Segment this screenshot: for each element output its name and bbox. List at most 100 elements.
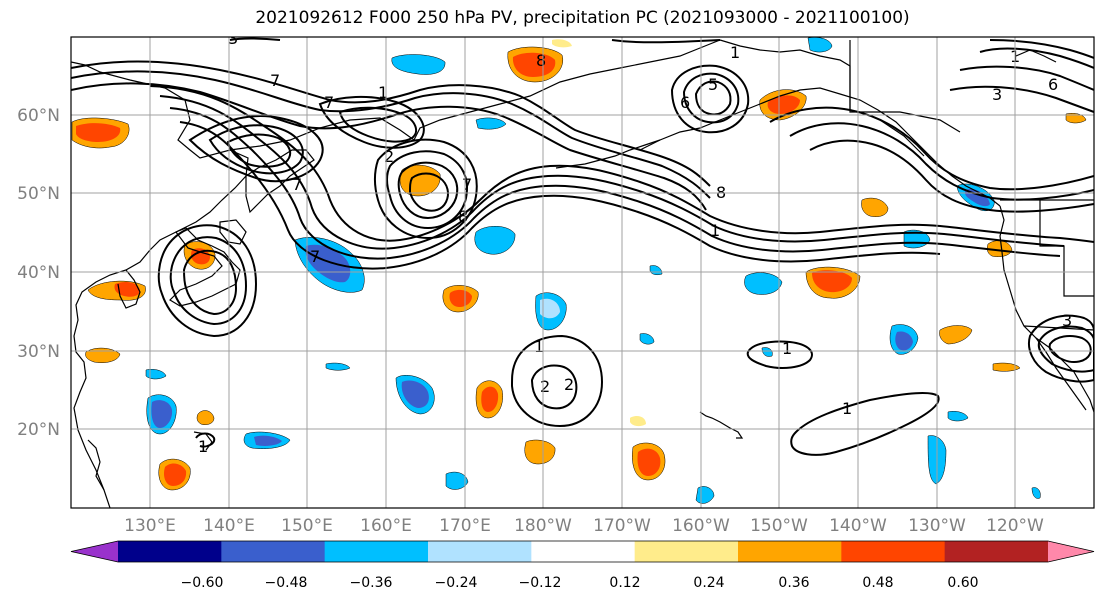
contour-label: 2: [540, 377, 550, 396]
colorbar-extend-high: [1048, 541, 1094, 562]
precip-blob: [812, 270, 852, 293]
pv-contour: [510, 334, 604, 428]
pv-contour: [195, 432, 216, 448]
contour-label: 2: [564, 375, 574, 394]
pv-contour: [682, 72, 740, 124]
precip-blob: [391, 54, 446, 75]
contour-label: 7: [310, 247, 320, 266]
colorbar-tick-label: −0.60: [181, 575, 224, 591]
pv-contour: [979, 47, 1094, 69]
precip-blob: [947, 411, 969, 422]
colorbar-segment: [428, 541, 532, 562]
coastline-islands: [87, 439, 105, 491]
precip-blob: [639, 333, 655, 345]
precip-blob: [630, 416, 646, 427]
contour-label: 7: [292, 175, 302, 194]
colorbar-segment: [221, 541, 326, 562]
precip-blob: [76, 123, 121, 142]
colorbar: [70, 540, 1095, 563]
precip-blob: [939, 325, 973, 345]
lon-label: 120°W: [986, 516, 1044, 536]
colorbar-segment: [944, 541, 1049, 562]
colorbar-tick-label: −0.48: [265, 575, 308, 591]
pv-contour: [338, 106, 418, 143]
precip-blob: [305, 244, 351, 283]
precip-blob: [254, 435, 282, 446]
coastline-hawaii: [699, 411, 744, 439]
precip-blob: [481, 386, 499, 412]
precip-blob: [114, 282, 140, 297]
contour-label: 1: [534, 337, 544, 356]
contour-label: 7: [270, 71, 280, 90]
contour-label: 1: [730, 43, 740, 62]
pv-contour: [769, 106, 1094, 191]
pv-contour: [208, 124, 304, 175]
colorbar-tick-label: 0.36: [778, 575, 809, 591]
pv-contour: [157, 224, 258, 338]
contour-label: 7: [324, 93, 334, 112]
precip-blob: [145, 369, 167, 380]
colorbar-segment: [634, 541, 739, 562]
precip-blob: [761, 347, 773, 357]
pv-contour: [809, 139, 1094, 213]
pv-contour: [611, 39, 721, 44]
contour-label: 6: [680, 93, 690, 112]
pv-contour: [71, 82, 707, 211]
colorbar-tick-label: 0.60: [947, 575, 978, 591]
colorbar-segment: [738, 541, 842, 562]
contour-label: 5: [708, 75, 718, 94]
contour-label: 7: [462, 175, 472, 194]
precip-blob: [1065, 113, 1087, 124]
lat-label: 50°N: [17, 184, 60, 204]
precip-blob: [325, 362, 351, 371]
contour-label: 3: [992, 85, 1002, 104]
lon-label: 150°W: [750, 516, 808, 536]
pv-contour: [1037, 325, 1094, 373]
precip-blob: [401, 380, 429, 408]
precip-blob: [445, 471, 469, 490]
colorbar-tick-label: 0.12: [609, 575, 640, 591]
pv-contour: [318, 95, 425, 149]
colorbar-segment: [531, 541, 636, 562]
precip-blob: [163, 463, 187, 486]
contour-label: 2: [384, 147, 394, 166]
coastline-korea: [117, 269, 141, 309]
precip-blob: [449, 289, 472, 307]
lon-label: 140°W: [829, 516, 887, 536]
pv-contour: [159, 95, 1065, 250]
pv-contour: [694, 80, 732, 116]
precip-blob: [196, 410, 215, 425]
precip-blob: [1031, 487, 1041, 499]
precip-blob: [992, 362, 1021, 372]
precip-blob: [524, 439, 556, 465]
pv-contour: [670, 64, 750, 134]
contour-label: 1: [198, 437, 208, 456]
pv-contour: [746, 340, 813, 369]
colorbar-extend-low: [71, 541, 118, 562]
contour-label: 1: [842, 399, 852, 418]
figure-title: 2021092612 F000 250 hPa PV, precipitatio…: [255, 8, 910, 28]
contour-label: 1: [710, 221, 720, 240]
colorbar-tick-label: −0.36: [350, 575, 393, 591]
pv-contour: [790, 392, 940, 456]
lon-label: 150°E: [281, 516, 333, 536]
pv-contour: [71, 60, 711, 187]
lon-label: 130°W: [908, 516, 966, 536]
coastline-baja: [1035, 337, 1087, 411]
precip-blob: [861, 197, 889, 217]
lon-label: 140°E: [203, 516, 255, 536]
precip-blob: [767, 95, 800, 114]
lon-label: 160°E: [360, 516, 412, 536]
pv-contour: [179, 121, 941, 270]
pv-contour: [397, 161, 459, 220]
pv-contour: [169, 107, 1061, 260]
coastline-kamchatka: [245, 149, 315, 214]
lon-label: 160°W: [672, 516, 730, 536]
coastline-alaska-north: [719, 39, 851, 110]
lon-label: 180°W: [514, 516, 572, 536]
colorbar-outline: [70, 540, 1095, 563]
graticule: [71, 37, 1094, 508]
pv-contour: [229, 37, 281, 41]
coastline-island: [879, 119, 925, 157]
